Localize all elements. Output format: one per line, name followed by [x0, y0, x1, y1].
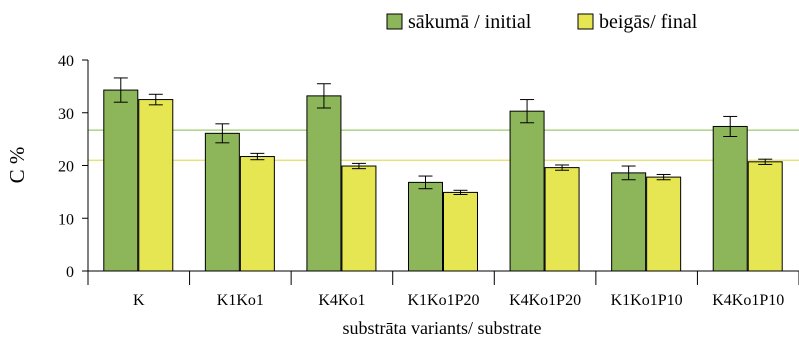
- x-tick-label: K1Ko1P20: [407, 292, 479, 309]
- y-tick-label: 30: [58, 106, 74, 123]
- legend-swatch: [386, 13, 403, 30]
- x-tick-label: K4Ko1P20: [509, 292, 581, 309]
- y-tick-label: 10: [58, 211, 74, 228]
- bar-initial-K4Ko1: [306, 95, 342, 272]
- bars: [103, 77, 783, 272]
- bar-final-K1Ko1P20: [443, 191, 478, 272]
- bar-final-K: [138, 99, 174, 272]
- y-axis-label: C %: [5, 147, 29, 184]
- legend-label: sākumā / initial: [408, 11, 532, 33]
- x-tick-label: K1Ko1: [217, 292, 264, 309]
- error-bar-final-K1Ko1P20: [453, 189, 468, 196]
- error-bar-final-K4Ko1P10: [758, 158, 773, 165]
- x-tick-label: K4Ko1: [318, 292, 365, 309]
- x-tick-label: K4Ko1P10: [712, 292, 784, 309]
- bar-initial-K: [103, 89, 139, 272]
- x-axis-label: substrāta variants/ substrate: [343, 318, 542, 338]
- y-tick-label: 0: [66, 264, 74, 281]
- error-bar-final-K1Ko1P10: [656, 173, 671, 181]
- error-bar-initial-K4Ko1: [316, 83, 331, 109]
- x-tick-label: K1Ko1P10: [611, 292, 683, 309]
- y-tick-label: 40: [58, 53, 74, 70]
- bar-initial-K1Ko1P10: [611, 172, 647, 272]
- legend-item-initial: sākumā / initial: [386, 11, 532, 33]
- axes: 0 10 20 30 40 K K1Ko1 K4Ko1 K1Ko1P20 K4Ko1P20 K1Ko…: [58, 53, 799, 309]
- bar-final-K1Ko1P10: [646, 176, 682, 272]
- bar-final-K4Ko1: [341, 165, 377, 272]
- error-bar-initial-K4Ko1P10: [723, 115, 738, 137]
- bar-final-K1Ko1: [239, 156, 275, 272]
- legend-label: beigās/ final: [599, 11, 698, 33]
- bar-final-K4Ko1P10: [747, 161, 783, 272]
- reference-lines: [88, 129, 799, 161]
- error-bar-final-K: [148, 93, 163, 106]
- error-bar-initial-K: [113, 77, 128, 103]
- y-tick-label: 20: [58, 159, 74, 176]
- error-bar-initial-K1Ko1: [215, 123, 230, 144]
- bar-initial-K1Ko1: [204, 132, 240, 272]
- x-tick-label: K: [133, 292, 145, 309]
- bar-initial-K4Ko1P20: [509, 110, 545, 272]
- bar-initial-K4Ko1P10: [712, 125, 748, 272]
- legend-item-final: beigās/ final: [577, 11, 698, 33]
- error-bar-initial-K4Ko1P20: [520, 99, 535, 124]
- error-bar-final-K4Ko1P20: [555, 164, 570, 171]
- bar-final-K4Ko1P20: [544, 167, 580, 272]
- error-bar-final-K4Ko1: [351, 162, 366, 170]
- error-bar-initial-K1Ko1P10: [621, 165, 636, 181]
- legend-swatch: [577, 13, 594, 30]
- bar-initial-K1Ko1P20: [408, 181, 443, 272]
- error-bar-initial-K1Ko1P20: [418, 175, 433, 190]
- legend: sākumā / initial beigās/ final: [386, 11, 698, 33]
- error-bar-final-K1Ko1: [250, 152, 265, 161]
